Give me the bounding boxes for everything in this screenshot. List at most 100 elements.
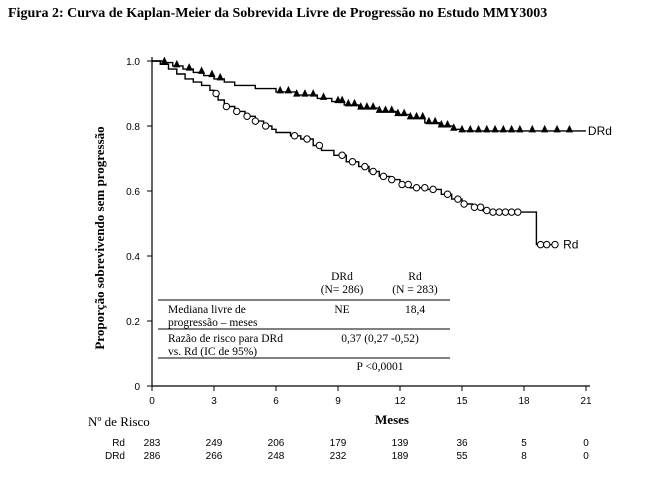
censor-mark-circle xyxy=(470,203,479,211)
censor-mark-triangle xyxy=(293,89,301,97)
at-risk-count: 266 xyxy=(206,451,223,462)
at-risk-count: 249 xyxy=(206,438,223,449)
censor-mark-circle xyxy=(303,135,311,143)
y-tick-label: 0.4 xyxy=(126,252,140,263)
censor-mark-triangle xyxy=(437,120,445,128)
y-tick-label: 0.2 xyxy=(126,317,140,328)
p-value: P <0,0001 xyxy=(357,361,404,373)
censor-mark-triangle xyxy=(319,92,328,100)
table-row-label: Razão de risco para DRd xyxy=(168,333,283,345)
censor-mark-triangle xyxy=(458,124,466,133)
table-row-label: Mediana livre de xyxy=(168,304,246,316)
censor-mark-circle xyxy=(369,167,377,176)
censor-mark-circle xyxy=(551,240,559,249)
censor-mark-triangle xyxy=(375,105,383,113)
censor-mark-circle xyxy=(507,208,516,216)
censor-mark-triangle xyxy=(357,102,365,110)
censor-mark-triangle xyxy=(350,98,359,107)
censor-mark-triangle xyxy=(301,89,309,97)
y-tick-label: 0.8 xyxy=(126,122,140,133)
censor-mark-triangle xyxy=(528,124,536,133)
series-rd: Rd xyxy=(152,60,578,252)
censor-mark-triangle xyxy=(173,59,181,68)
series-label-rd: Rd xyxy=(563,238,578,252)
censor-mark-triangle xyxy=(400,108,408,117)
censor-mark-circle xyxy=(404,180,412,189)
censor-mark-triangle xyxy=(284,85,292,94)
censor-mark-circle xyxy=(251,117,260,125)
censor-mark-circle xyxy=(495,208,503,216)
censor-mark-circle xyxy=(443,190,452,198)
censor-mark-triangle xyxy=(553,124,561,133)
table-column-header: DRd xyxy=(331,271,353,283)
table-row-label: vs. Rd (IC de 95%) xyxy=(168,346,257,358)
x-tick-label: 9 xyxy=(335,396,341,407)
x-tick-label: 0 xyxy=(149,396,155,407)
table-column-header: (N = 283) xyxy=(392,284,438,296)
censor-mark-circle xyxy=(501,208,510,216)
censor-mark-triangle xyxy=(216,72,224,81)
censor-mark-triangle xyxy=(185,63,193,71)
censor-mark-triangle xyxy=(276,85,284,94)
stats-table: DRd(N= 286) Rd(N = 283) Mediana livre depr… xyxy=(158,271,450,373)
at-risk-count: 248 xyxy=(268,451,285,462)
at-risk-count: 8 xyxy=(521,451,527,462)
table-row-label: progressão – meses xyxy=(168,317,258,329)
at-risk-count: 36 xyxy=(456,438,468,449)
censor-mark-triangle xyxy=(483,124,491,133)
censor-mark-circle xyxy=(460,200,468,208)
censor-mark-circle xyxy=(212,89,220,98)
at-risk-count: 232 xyxy=(330,451,347,462)
x-tick-label: 15 xyxy=(456,396,468,407)
censor-mark-circle xyxy=(412,184,421,192)
at-risk-count: 5 xyxy=(521,438,527,449)
censor-mark-triangle xyxy=(491,124,499,133)
censor-mark-triangle xyxy=(338,95,346,104)
censor-mark-triangle xyxy=(388,105,396,113)
chart-title: Figura 2: Curva de Kaplan-Meier da Sobre… xyxy=(8,6,547,21)
y-tick-label: 0.6 xyxy=(126,187,140,198)
censor-mark-circle xyxy=(222,102,231,111)
censor-mark-triangle xyxy=(369,102,377,110)
at-risk-count: 286 xyxy=(144,451,161,462)
at-risk-count: 189 xyxy=(392,451,409,462)
censor-mark-triangle xyxy=(541,124,549,133)
censor-mark-triangle xyxy=(474,124,483,133)
censor-mark-triangle xyxy=(381,105,390,113)
at-risk-row-label: Rd xyxy=(112,438,125,449)
censor-mark-triangle xyxy=(419,111,427,120)
at-risk-count: 179 xyxy=(330,438,347,449)
censor-mark-circle xyxy=(398,180,406,189)
censor-mark-triangle xyxy=(198,66,206,74)
censor-mark-triangle xyxy=(499,124,507,133)
censor-mark-triangle xyxy=(450,123,458,131)
y-tick-label: 1.0 xyxy=(126,57,140,68)
censor-mark-triangle xyxy=(406,111,414,120)
y-tick-label: 0 xyxy=(134,382,140,393)
x-tick-label: 21 xyxy=(580,396,592,407)
censor-mark-circle xyxy=(379,172,388,181)
censor-mark-triangle xyxy=(363,102,371,110)
censor-mark-triangle xyxy=(508,124,516,133)
censor-mark-triangle xyxy=(431,116,439,125)
x-tick-label: 3 xyxy=(211,396,217,407)
censor-mark-circle xyxy=(338,151,346,159)
at-risk-count: 283 xyxy=(144,438,161,449)
at-risk-table: Nº de Risco Rd 283 249 206 179 139 36 5 0 DRd 286 26… xyxy=(88,414,589,462)
censor-mark-triangle xyxy=(309,89,317,97)
at-risk-count: 206 xyxy=(268,438,285,449)
censor-mark-triangle xyxy=(466,124,474,133)
axes: 0 3 6 9 12 15 18 21 0 0.2 0.4 0.6 0.8 1.0 Meses Proporç… xyxy=(92,57,592,427)
censor-mark-circle xyxy=(243,112,251,120)
table-cell: NE xyxy=(334,304,349,316)
censor-mark-circle xyxy=(489,208,497,216)
censor-mark-circle xyxy=(514,208,522,216)
censor-mark-triangle xyxy=(208,69,216,78)
table-column-header: (N= 286) xyxy=(321,284,364,296)
series-label-drd: DRd xyxy=(588,124,612,138)
at-risk-count: 55 xyxy=(456,451,468,462)
series-drd: DRd xyxy=(152,56,612,138)
censor-mark-triangle xyxy=(394,108,402,117)
